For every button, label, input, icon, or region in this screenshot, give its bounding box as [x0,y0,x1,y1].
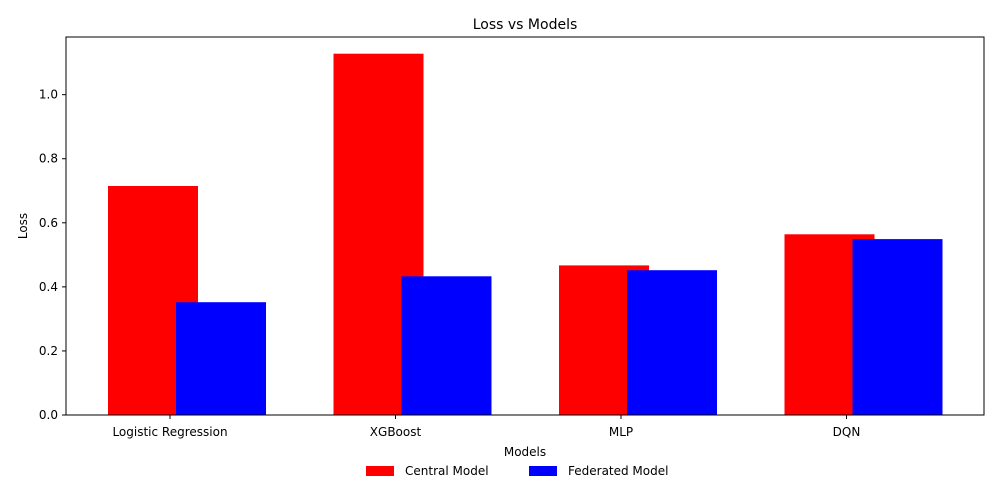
x-axis: Logistic Regression XGBoost MLP DQN [112,415,860,439]
y-tick-label: 0.6 [39,216,58,230]
x-tick-label: DQN [833,425,861,439]
x-tick-label: XGBoost [370,425,422,439]
y-axis: 0.0 0.2 0.4 0.6 0.8 1.0 [39,88,66,422]
legend-label-federated-model: Federated Model [568,464,668,478]
bar-federated-model-dqn [853,239,943,415]
bar-federated-model-xgboost [402,276,492,415]
legend-swatch-central-model [366,466,394,476]
y-tick-label: 0.0 [39,408,58,422]
bars-group [108,54,943,415]
bar-federated-model-mlp [627,270,717,415]
plot-area: 0.0 0.2 0.4 0.6 0.8 1.0 Logistic Regression XG… [39,37,984,439]
y-tick-label: 1.0 [39,88,58,102]
y-tick-label: 0.2 [39,344,58,358]
legend-label-central-model: Central Model [405,464,489,478]
legend: Central Model Federated Model [366,464,668,478]
y-tick-label: 0.8 [39,152,58,166]
y-axis-label: Loss [16,213,30,239]
bar-federated-model-logistic-regression [176,302,266,415]
x-tick-label: Logistic Regression [112,425,227,439]
y-tick-label: 0.4 [39,280,58,294]
chart-title: Loss vs Models [473,17,578,33]
legend-swatch-federated-model [529,466,557,476]
x-axis-label: Models [504,445,546,459]
x-tick-label: MLP [609,425,633,439]
